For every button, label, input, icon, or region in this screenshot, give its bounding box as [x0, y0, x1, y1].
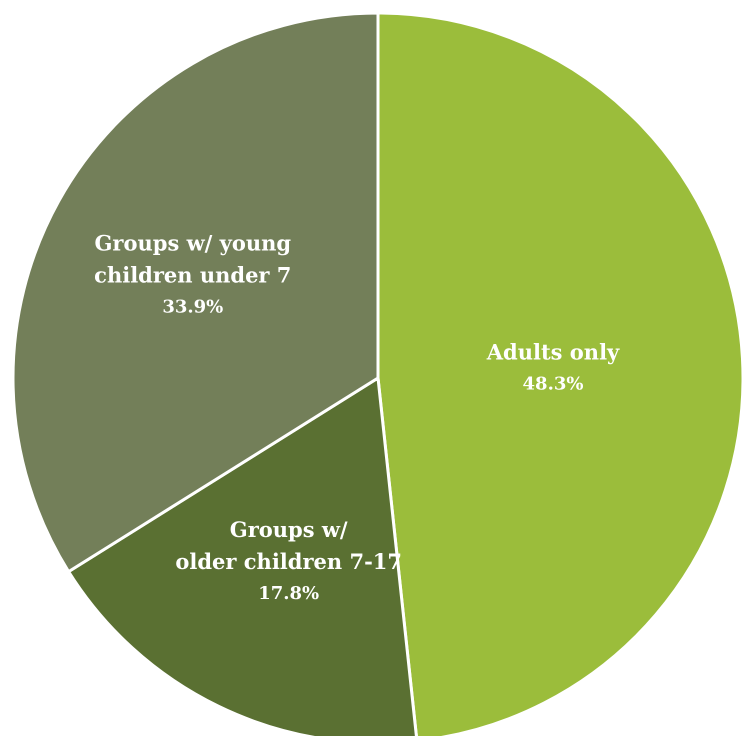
- pie-slice-2: [67, 376, 418, 736]
- slice-value-label: 33.9%: [162, 296, 223, 317]
- pie-slice-1: [376, 11, 742, 736]
- slice-name-line: Groups w/: [230, 517, 348, 542]
- pie-slice-label-3: Groups w/ young children under 7 33.9%: [94, 230, 291, 317]
- slice-value-label: 48.3%: [523, 374, 584, 395]
- pie-slices: [11, 11, 742, 736]
- slice-name-line: Groups w/ young: [95, 230, 292, 255]
- slice-name-line: older children 7-17: [175, 549, 402, 574]
- pie-slice-label-2: Groups w/older children 7-17 17.8%: [175, 517, 402, 604]
- slice-name-line: children under 7: [94, 262, 291, 287]
- pie-slice-label-1: Adults only 48.3%: [486, 340, 620, 395]
- pie-slice-3: [11, 11, 380, 574]
- slice-name-line: Adults only: [486, 340, 620, 365]
- pie-labels: Adults only 48.3% Groups w/older children …: [94, 230, 620, 603]
- slice-value-label: 17.8%: [258, 583, 319, 604]
